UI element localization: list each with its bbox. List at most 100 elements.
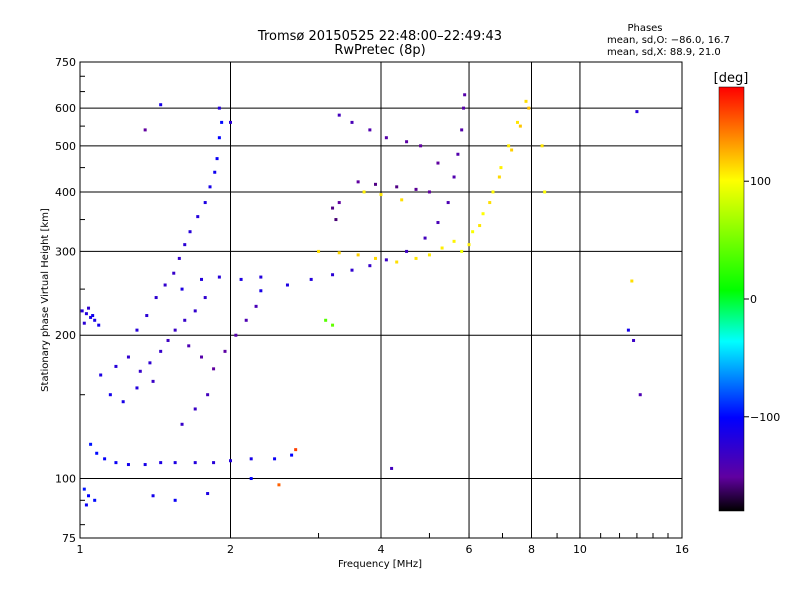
data-point (452, 239, 456, 243)
data-point (84, 312, 88, 316)
data-point (206, 492, 210, 496)
chart-subtitle: RwPretec (8p) (334, 43, 425, 58)
data-point (331, 273, 335, 277)
data-point (436, 161, 440, 165)
data-point (527, 106, 531, 110)
data-point (488, 201, 492, 205)
data-point (405, 140, 409, 144)
data-point (374, 182, 378, 186)
data-point (206, 393, 210, 397)
data-point (217, 275, 221, 279)
data-point (89, 442, 93, 446)
data-point (440, 246, 444, 250)
data-point (93, 498, 97, 502)
y-axis-ticks: 75 100 200 300 400 500 600 750 (55, 56, 85, 545)
y-tick-label: 100 (55, 473, 76, 486)
data-point (507, 144, 511, 148)
data-point (223, 349, 227, 353)
data-point (193, 461, 197, 465)
data-point (456, 152, 460, 156)
data-point (82, 321, 86, 325)
data-point (159, 103, 163, 107)
data-point (436, 221, 440, 225)
data-point (148, 361, 152, 365)
y-tick-label: 600 (55, 102, 76, 115)
data-point (400, 198, 404, 202)
data-point (427, 253, 431, 257)
data-point (379, 193, 383, 197)
data-point (419, 144, 423, 148)
data-point (121, 400, 125, 404)
y-tick-label: 750 (55, 56, 76, 69)
data-point (87, 306, 91, 310)
data-point (259, 275, 263, 279)
data-point (427, 190, 431, 194)
data-point (337, 113, 341, 117)
data-point (93, 318, 97, 322)
data-point (180, 287, 184, 291)
data-point (334, 218, 338, 222)
grid-lines (80, 62, 682, 538)
data-point (491, 190, 495, 194)
data-point (384, 136, 388, 140)
stats-line-o: mean, sd,O: −86.0, 16.7 (607, 35, 730, 46)
data-points (80, 93, 642, 507)
data-point (114, 461, 118, 465)
data-point (143, 463, 147, 467)
data-point (193, 407, 197, 411)
data-point (196, 215, 200, 219)
data-point (294, 448, 298, 452)
data-point (114, 364, 118, 368)
data-point (395, 185, 399, 189)
data-point (126, 355, 130, 359)
data-point (497, 175, 501, 179)
data-point (163, 283, 167, 287)
data-point (524, 99, 528, 103)
data-point (249, 457, 253, 461)
y-axis-label: Stationary phase Virtual Height [km] (40, 208, 51, 392)
data-point (460, 128, 464, 132)
data-point (187, 344, 191, 348)
data-point (390, 466, 394, 470)
data-point (478, 224, 482, 228)
x-tick-label: 4 (378, 543, 385, 556)
data-point (193, 309, 197, 313)
data-point (177, 256, 181, 260)
colorbar-tick-label: 0 (750, 293, 757, 306)
data-point (463, 93, 467, 97)
data-point (203, 296, 207, 300)
data-point (374, 256, 378, 260)
data-point (337, 251, 341, 255)
data-point (632, 338, 636, 342)
chart-title: Tromsø 20150525 22:48:00–22:49:43 (257, 29, 502, 44)
data-point (84, 503, 88, 507)
x-tick-label: 1 (77, 543, 84, 556)
data-point (350, 120, 354, 124)
data-point (220, 120, 224, 124)
data-point (350, 268, 354, 272)
data-point (217, 136, 221, 140)
data-point (414, 256, 418, 260)
colorbar-ticks: 100 0 −100 (744, 175, 780, 424)
data-point (135, 386, 139, 390)
x-axis-label: Frequency [MHz] (338, 559, 422, 570)
data-point (215, 157, 219, 161)
data-point (200, 277, 204, 281)
data-point (212, 461, 216, 465)
data-point (212, 367, 216, 371)
data-point (108, 393, 112, 397)
data-point (183, 318, 187, 322)
data-point (200, 355, 204, 359)
data-point (91, 314, 95, 318)
data-point (638, 393, 642, 397)
data-point (510, 148, 514, 152)
x-tick-label: 16 (675, 543, 689, 556)
colorbar-label: [deg] (714, 71, 749, 86)
data-point (145, 314, 149, 318)
data-point (324, 318, 328, 322)
data-point (183, 243, 187, 247)
data-point (462, 106, 466, 110)
y-tick-label: 75 (62, 532, 76, 545)
y-tick-label: 400 (55, 186, 76, 199)
